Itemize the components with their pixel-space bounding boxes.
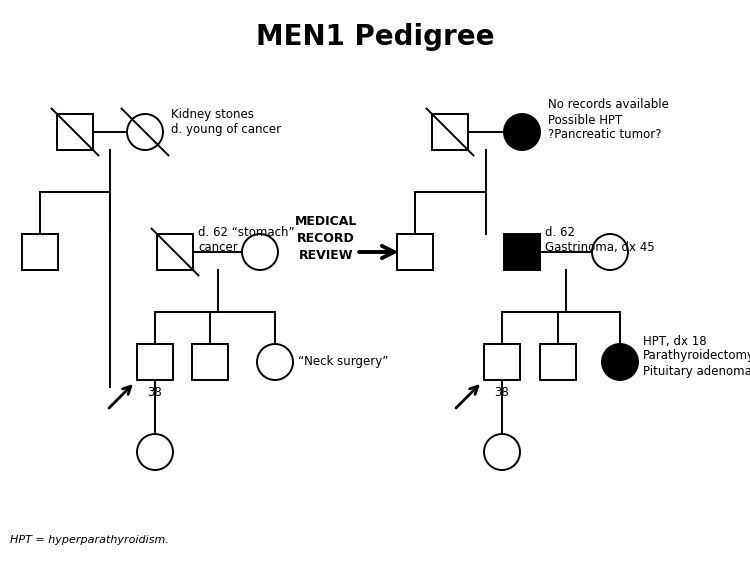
Text: “Neck surgery”: “Neck surgery” [298,356,388,369]
Circle shape [257,344,293,380]
Text: MEN1 Pedigree: MEN1 Pedigree [256,22,494,51]
Text: HPT, dx 18
Parathyroidectomy
Pituitary adenoma: HPT, dx 18 Parathyroidectomy Pituitary a… [643,334,750,378]
Text: 38: 38 [495,386,509,399]
Circle shape [242,234,278,270]
Bar [540,344,576,380]
Text: Kidney stones
d. young of cancer: Kidney stones d. young of cancer [171,108,281,136]
Text: No records available
Possible HPT
?Pancreatic tumor?: No records available Possible HPT ?Pancr… [548,98,669,142]
Circle shape [484,434,520,470]
Bar [432,114,468,150]
Text: 38: 38 [148,386,162,399]
Circle shape [592,234,628,270]
Text: HPT = hyperparathyroidism.: HPT = hyperparathyroidism. [10,535,169,545]
Bar [57,114,93,150]
Bar [484,344,520,380]
Text: d. 62
Gastrinoma, dx 45: d. 62 Gastrinoma, dx 45 [545,226,655,254]
Bar [22,234,58,270]
Bar [504,234,540,270]
Text: d. 62 “stomach”
cancer: d. 62 “stomach” cancer [198,226,295,254]
Circle shape [504,114,540,150]
Text: MEDICAL
RECORD
REVIEW: MEDICAL RECORD REVIEW [295,215,358,262]
Bar [397,234,433,270]
Bar [137,344,173,380]
Bar [157,234,193,270]
Circle shape [602,344,638,380]
Circle shape [137,434,173,470]
Circle shape [127,114,163,150]
Bar [192,344,228,380]
